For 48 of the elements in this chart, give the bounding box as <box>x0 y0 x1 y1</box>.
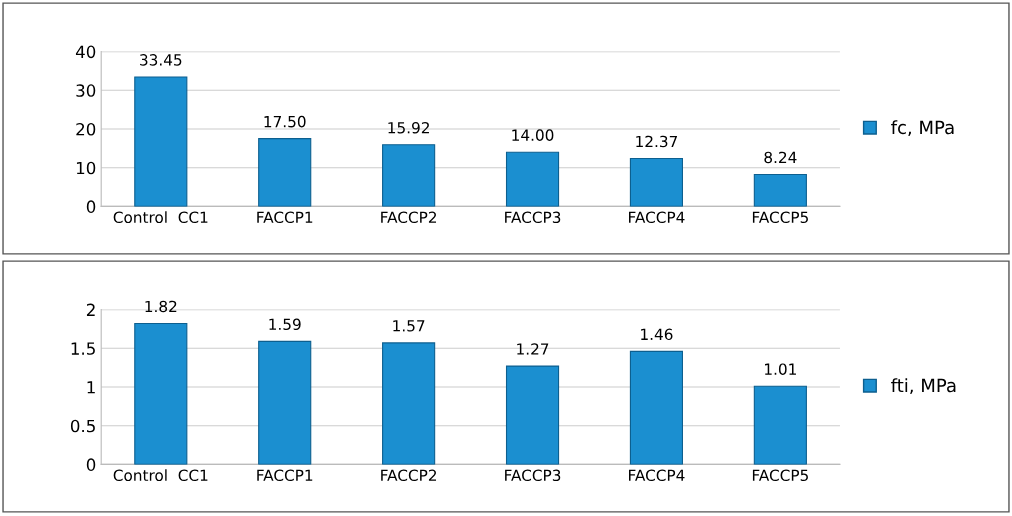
legend-label: fc, MPa <box>891 120 954 137</box>
x-tick-label: Control CC1 <box>113 469 208 482</box>
x-tick-label: FACCP4 <box>629 469 685 482</box>
bar <box>505 151 560 207</box>
bar <box>258 340 312 465</box>
bar <box>753 173 807 207</box>
bar <box>629 157 684 207</box>
y-tick-label: 1 <box>87 381 95 394</box>
y-tick-label: 30 <box>76 84 96 97</box>
data-label: 33.45 <box>140 54 182 66</box>
x-tick-label: FACCP2 <box>381 211 437 224</box>
data-label: 1.82 <box>145 300 177 313</box>
y-tick-label: 1.5 <box>71 342 95 355</box>
data-label: 17.50 <box>264 115 306 128</box>
y-tick-label: 2 <box>86 303 95 316</box>
bar <box>753 385 807 465</box>
x-tick-label: FACCP3 <box>505 211 561 224</box>
data-label: 1.01 <box>765 363 796 375</box>
x-tick-label: FACCP2 <box>381 469 437 482</box>
y-tick-label: 0 <box>86 200 96 213</box>
y-tick-label: 40 <box>75 45 96 59</box>
y-tick-label: 0 <box>86 458 96 471</box>
bar <box>134 322 188 465</box>
x-tick-label: FACCP4 <box>629 211 685 224</box>
y-tick-label: 0.5 <box>70 419 95 433</box>
bar <box>382 144 436 207</box>
legend-label: fti, MPa <box>891 378 956 395</box>
data-label: 12.37 <box>636 135 678 148</box>
bar <box>134 76 188 207</box>
data-label: 1.57 <box>393 320 425 332</box>
y-tick-label: 10 <box>76 161 96 175</box>
x-tick-label: FACCP1 <box>257 469 313 482</box>
data-label: 15.92 <box>388 121 429 134</box>
x-tick-label: FACCP5 <box>752 211 808 224</box>
bar <box>505 365 560 465</box>
bar <box>629 350 684 465</box>
data-label: 1.59 <box>269 318 301 331</box>
data-label: 8.24 <box>764 151 797 164</box>
x-tick-label: FACCP3 <box>505 469 561 482</box>
x-tick-label: Control CC1 <box>113 211 208 224</box>
bar <box>258 138 312 207</box>
x-tick-label: FACCP5 <box>752 469 808 482</box>
bar <box>382 342 436 465</box>
data-label: 14.00 <box>512 129 554 141</box>
y-tick-label: 20 <box>76 122 96 136</box>
x-tick-label: FACCP1 <box>257 211 313 224</box>
data-label: 1.27 <box>517 343 549 355</box>
data-label: 1.46 <box>641 328 673 341</box>
